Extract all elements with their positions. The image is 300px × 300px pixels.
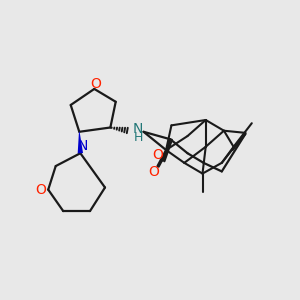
Text: H: H xyxy=(134,130,143,144)
Text: O: O xyxy=(90,76,101,91)
Text: N: N xyxy=(77,139,88,153)
Text: O: O xyxy=(148,166,159,179)
Text: N: N xyxy=(133,122,143,136)
Text: O: O xyxy=(152,148,163,162)
Text: O: O xyxy=(35,183,46,196)
Polygon shape xyxy=(78,132,83,153)
